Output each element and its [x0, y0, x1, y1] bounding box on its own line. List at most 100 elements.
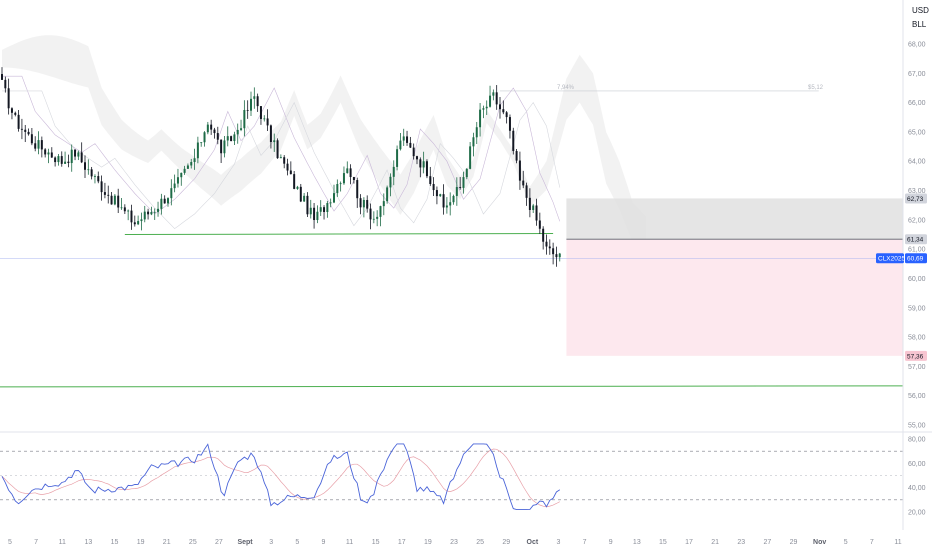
candle-body: [515, 151, 518, 161]
price-tick-label: 62,00: [908, 217, 926, 224]
candle-body: [528, 197, 531, 210]
time-tick-label: 17: [398, 539, 406, 546]
candle-body: [157, 208, 160, 212]
candle: [359, 194, 362, 215]
candle: [346, 161, 349, 174]
symbol-badge: CLX2025: [878, 256, 905, 263]
candle: [97, 171, 100, 184]
candle-body: [389, 176, 392, 188]
candle: [77, 150, 80, 161]
candle: [103, 182, 106, 199]
candle-body: [240, 128, 243, 130]
cloud-area: [2, 35, 647, 249]
price-tick-label: 61,00: [908, 247, 926, 254]
candle-body: [147, 211, 150, 215]
candle-body: [17, 114, 20, 129]
price-tick-label: 57,00: [908, 364, 926, 371]
candle-body: [180, 172, 183, 178]
candle: [313, 202, 316, 229]
candle-body: [469, 146, 472, 169]
candle: [133, 215, 136, 227]
candle: [30, 127, 33, 146]
time-tick-label: 13: [633, 539, 641, 546]
candle-body: [508, 117, 511, 131]
candle: [439, 193, 442, 197]
level-lines: [0, 90, 904, 388]
candle-body: [44, 149, 47, 155]
candle-body: [283, 157, 286, 164]
candle-body: [223, 140, 226, 154]
candle: [479, 103, 482, 137]
candle: [309, 199, 312, 219]
candle: [263, 115, 266, 122]
lower-support-line: [0, 385, 904, 388]
candle: [170, 179, 173, 206]
candle-body: [425, 161, 428, 177]
candle: [489, 85, 492, 108]
candle: [123, 204, 126, 215]
candle: [528, 188, 531, 218]
candle: [250, 91, 252, 117]
rsi-tick-label: 60,00: [908, 461, 926, 468]
candle-body: [137, 221, 140, 225]
candle: [259, 105, 262, 125]
candle: [555, 246, 558, 267]
candle: [432, 177, 435, 197]
candle-body: [485, 106, 488, 109]
candle-body: [369, 208, 372, 220]
candle-body: [120, 207, 123, 209]
time-tick-label: 5: [844, 539, 848, 546]
candle-body: [439, 194, 442, 197]
candle-body: [545, 241, 548, 247]
candle: [402, 128, 405, 146]
unit-label[interactable]: BLL: [912, 20, 927, 29]
candle-body: [236, 129, 239, 135]
current-price-label: 60,69: [907, 256, 924, 263]
candle: [316, 205, 319, 224]
candle-body: [333, 193, 335, 203]
candle: [342, 166, 345, 185]
candle: [542, 226, 545, 250]
time-tick-label: 27: [215, 539, 223, 546]
candle-body: [123, 207, 126, 212]
candle-body: [233, 134, 236, 142]
candle-body: [289, 170, 292, 175]
candle-body: [193, 158, 196, 162]
candle: [153, 208, 156, 220]
candle: [495, 85, 498, 110]
candle-body: [472, 137, 475, 147]
candle-body: [200, 142, 203, 144]
candle: [157, 201, 160, 217]
time-tick-label: 3: [557, 539, 561, 546]
candle-body: [346, 168, 349, 174]
candle-body: [7, 88, 10, 109]
candle: [256, 93, 259, 112]
candle: [326, 200, 329, 218]
candle: [293, 171, 296, 190]
rsi-tick-label: 20,00: [908, 510, 926, 517]
candle: [110, 192, 113, 205]
time-tick-label: Nov: [813, 539, 826, 546]
time-tick-label: 25: [189, 539, 197, 546]
candle: [186, 163, 189, 169]
candle-body: [406, 136, 409, 143]
candle: [193, 148, 196, 170]
candle: [289, 161, 292, 175]
candle-body: [50, 152, 53, 158]
candle: [200, 142, 203, 147]
price-tick-label: 65,00: [908, 129, 926, 136]
candle: [425, 159, 428, 179]
candle: [435, 186, 438, 205]
candle: [386, 185, 389, 204]
candle: [366, 195, 369, 213]
candle: [269, 124, 272, 149]
time-tick-label: 19: [424, 539, 432, 546]
candle: [469, 142, 472, 170]
candle: [406, 130, 409, 146]
candle: [352, 176, 355, 184]
candle: [87, 159, 90, 175]
time-tick-label: Oct: [527, 539, 539, 546]
candle: [502, 100, 505, 115]
currency-label[interactable]: USD: [912, 6, 929, 15]
